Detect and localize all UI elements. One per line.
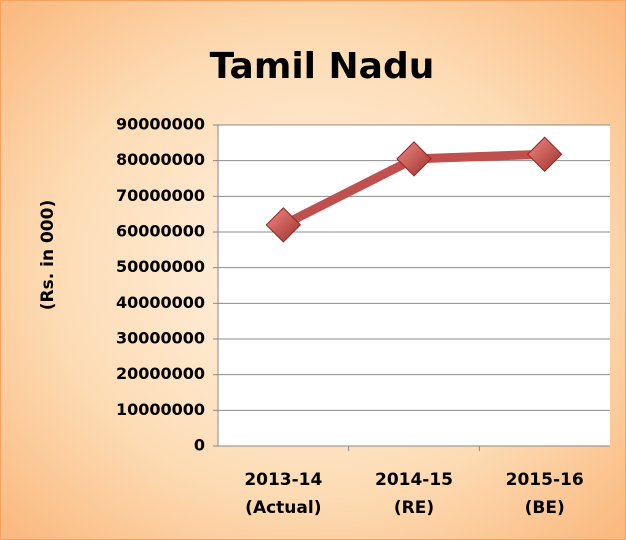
- marker: [265, 207, 302, 243]
- y-tick-label: 0: [194, 436, 205, 455]
- y-tick-label: 50000000: [116, 257, 205, 276]
- marker: [526, 136, 563, 172]
- y-tick-label: 90000000: [116, 115, 205, 134]
- chart-title: Tamil Nadu: [210, 46, 435, 87]
- y-tick-label: 70000000: [116, 186, 205, 205]
- y-tick-label: 30000000: [116, 329, 205, 348]
- plot-area: [218, 125, 610, 446]
- y-tick-label: 60000000: [116, 222, 205, 241]
- marker: [396, 141, 432, 177]
- x-tick-label: 2014-15 (RE): [375, 470, 453, 518]
- x-tick-label: 2015-16 (BE): [506, 470, 584, 518]
- y-tick-label: 10000000: [116, 400, 205, 419]
- y-tick-label: 80000000: [116, 150, 205, 169]
- y-tick-label: 40000000: [116, 293, 205, 312]
- y-tick-label: 20000000: [116, 364, 205, 383]
- x-tick-label: 2013-14 (Actual): [244, 470, 322, 518]
- y-axis-label: (Rs. in 000): [38, 200, 58, 310]
